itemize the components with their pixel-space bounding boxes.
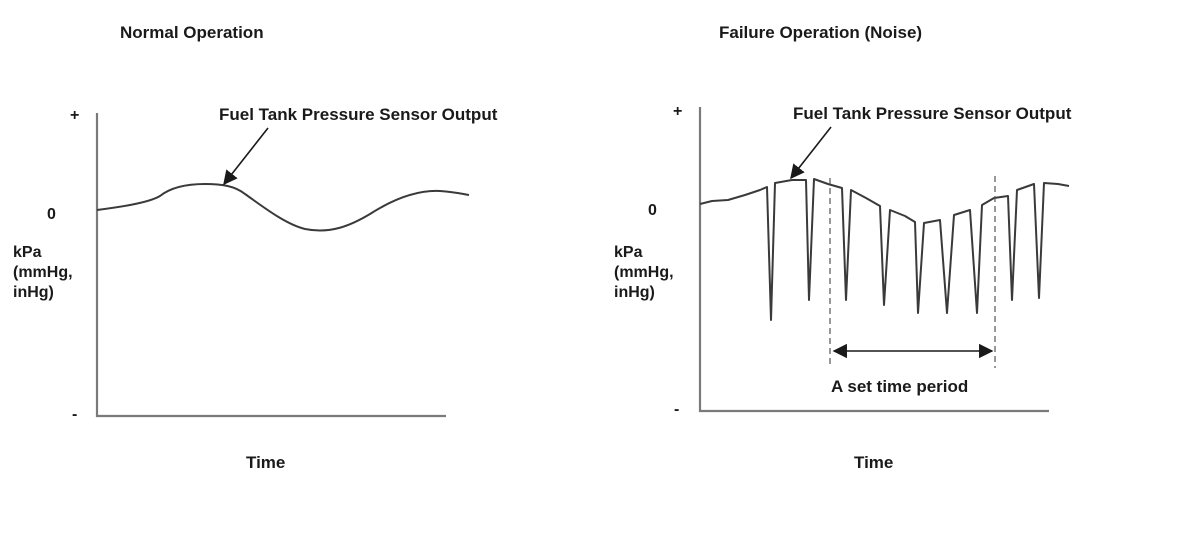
y-unit-line3-normal: inHg) [13, 284, 54, 301]
y-plus-label-failure: + [673, 103, 682, 120]
y-zero-label-normal: 0 [47, 206, 56, 223]
normal-axes [95, 113, 446, 418]
y-zero-label-failure: 0 [648, 202, 657, 219]
y-unit-line1-failure: kPa [614, 244, 643, 261]
y-minus-label-failure: - [674, 401, 679, 418]
callout-arrow-failure [790, 126, 832, 180]
failure-axes [698, 107, 1049, 413]
y-unit-line2-failure: (mmHg, [614, 264, 674, 281]
callout-label-normal: Fuel Tank Pressure Sensor Output [219, 105, 498, 124]
x-axis-label-normal: Time [246, 453, 285, 472]
failure-operation-panel: Failure Operation (Noise) + 0 - kPa (mmH… [614, 23, 1072, 472]
panel-title-normal: Normal Operation [120, 23, 264, 42]
y-unit-line3-failure: inHg) [614, 284, 655, 301]
noisy-sensor-output-curve [699, 178, 1070, 321]
normal-operation-panel: Normal Operation + 0 - kPa (mmHg, inHg) … [13, 23, 498, 472]
y-minus-label-normal: - [72, 406, 77, 423]
x-axis-label-failure: Time [854, 453, 893, 472]
normal-sensor-output-curve [96, 183, 470, 232]
panel-title-failure: Failure Operation (Noise) [719, 23, 922, 42]
y-unit-line1-normal: kPa [13, 244, 42, 261]
callout-label-failure: Fuel Tank Pressure Sensor Output [793, 104, 1072, 123]
set-time-period-label: A set time period [831, 377, 968, 396]
y-plus-label-normal: + [70, 107, 79, 124]
callout-arrow-normal [223, 127, 269, 186]
y-unit-line2-normal: (mmHg, [13, 264, 73, 281]
